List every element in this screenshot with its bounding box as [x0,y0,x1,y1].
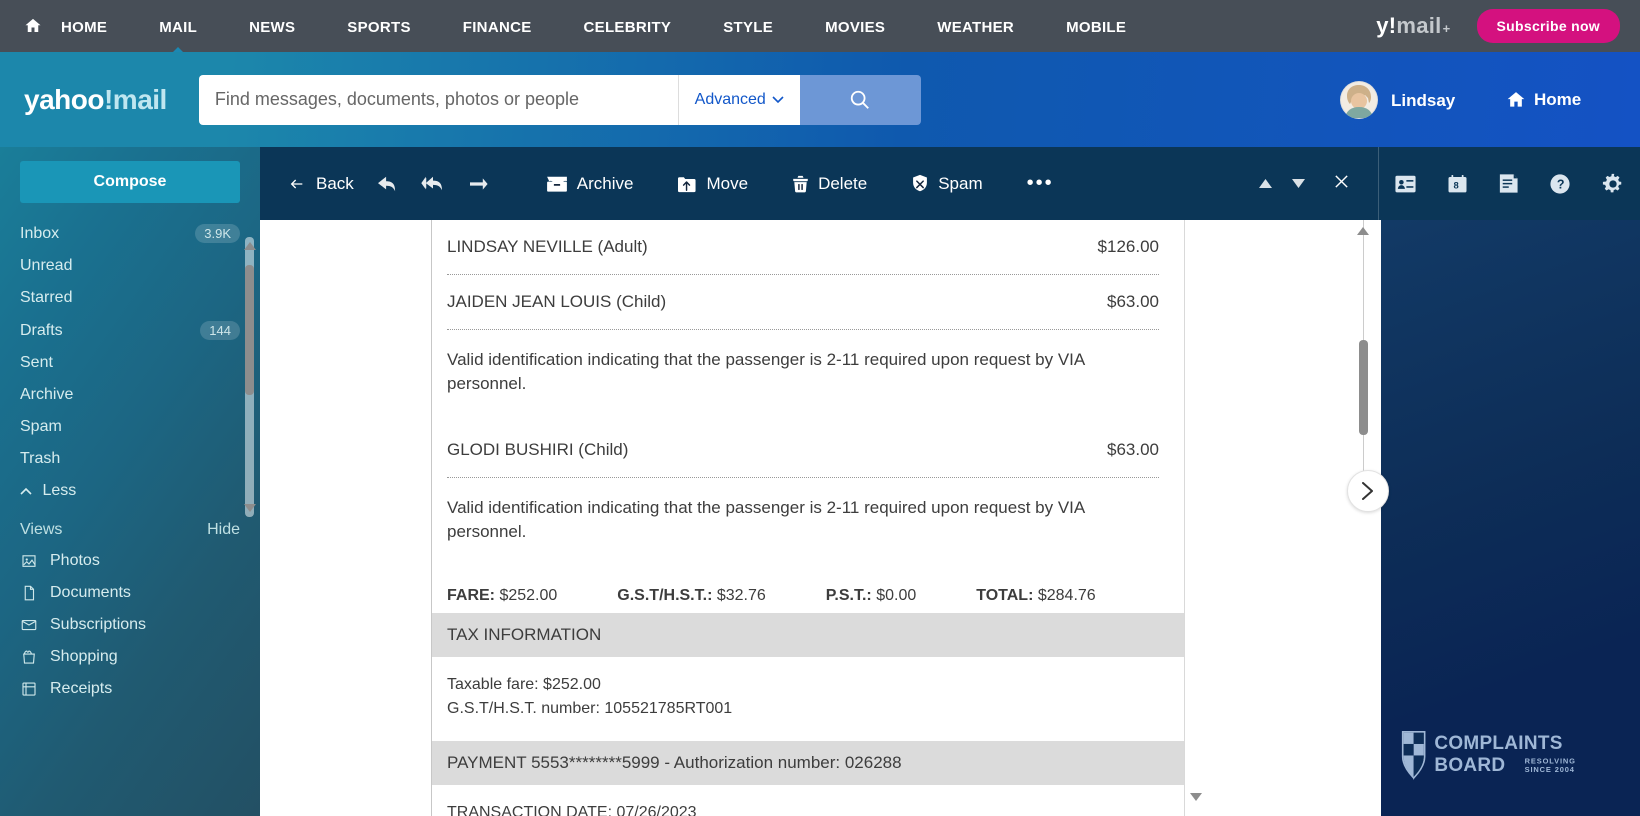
svg-text:SINCE 2004: SINCE 2004 [1525,765,1575,774]
svg-text:RESOLVING: RESOLVING [1525,756,1576,765]
svg-text:8: 8 [1453,179,1458,190]
svg-text:COMPLAINTS: COMPLAINTS [1434,733,1562,754]
svg-text:BOARD: BOARD [1434,755,1505,776]
svg-text:?: ? [1557,177,1565,191]
